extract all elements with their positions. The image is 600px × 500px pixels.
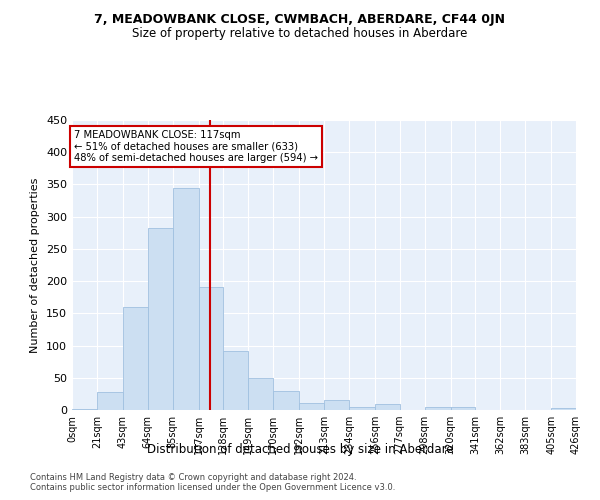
Bar xyxy=(324,400,349,410)
Text: 7 MEADOWBANK CLOSE: 117sqm
← 51% of detached houses are smaller (633)
48% of sem: 7 MEADOWBANK CLOSE: 117sqm ← 51% of deta… xyxy=(74,130,319,163)
Bar xyxy=(223,352,248,410)
Bar xyxy=(248,378,273,410)
Text: Distribution of detached houses by size in Aberdare: Distribution of detached houses by size … xyxy=(146,442,454,456)
Text: 7, MEADOWBANK CLOSE, CWMBACH, ABERDARE, CF44 0JN: 7, MEADOWBANK CLOSE, CWMBACH, ABERDARE, … xyxy=(95,12,505,26)
Y-axis label: Number of detached properties: Number of detached properties xyxy=(31,178,40,352)
Bar xyxy=(375,404,400,410)
Bar xyxy=(199,287,223,410)
Bar xyxy=(97,392,123,410)
Bar xyxy=(123,307,148,410)
Bar xyxy=(349,407,375,410)
Text: Size of property relative to detached houses in Aberdare: Size of property relative to detached ho… xyxy=(133,28,467,40)
Bar xyxy=(148,228,173,410)
Bar xyxy=(72,408,97,410)
Bar xyxy=(299,403,324,410)
Bar xyxy=(273,390,299,410)
Bar xyxy=(451,407,475,410)
Text: Contains HM Land Registry data © Crown copyright and database right 2024.: Contains HM Land Registry data © Crown c… xyxy=(30,472,356,482)
Bar xyxy=(425,407,451,410)
Bar xyxy=(551,408,576,410)
Text: Contains public sector information licensed under the Open Government Licence v3: Contains public sector information licen… xyxy=(30,482,395,492)
Bar xyxy=(173,188,199,410)
